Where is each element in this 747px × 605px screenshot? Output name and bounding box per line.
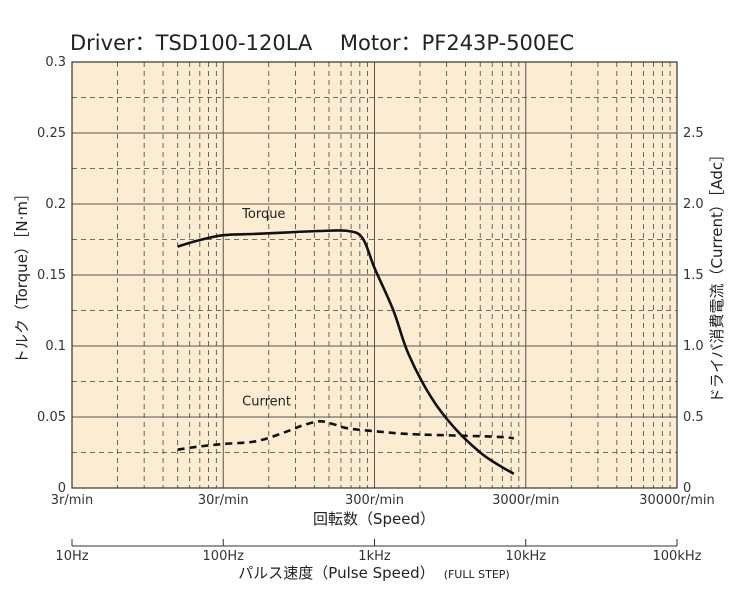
y-right-tick-label: 0.5 xyxy=(683,410,704,425)
x-tick-label: 30r/min xyxy=(198,493,249,508)
y-right-axis-label: ドライバ消費電流（Current）［Adc］ xyxy=(708,147,726,403)
y-left-tick-label: 0.15 xyxy=(37,268,66,283)
x-tick-label: 3000r/min xyxy=(492,493,559,508)
y-right-tick-label: 2.5 xyxy=(683,126,704,141)
pulse-axis-label-main: パルス速度（Pulse Speed） xyxy=(238,564,434,582)
pulse-axis-tick-label: 100Hz xyxy=(203,549,245,564)
y-left-tick-label: 0 xyxy=(58,481,66,496)
y-left-tick-label: 0.2 xyxy=(45,197,66,212)
pulse-axis-tick-label: 1kHz xyxy=(358,549,391,564)
x-tick-label: 300r/min xyxy=(345,493,404,508)
y-left-tick-labels: 0 0.05 0.1 0.15 0.2 0.25 0.3 xyxy=(37,55,66,496)
chart-title: Driver：TSD100-120LA Motor：PF243P-500EC xyxy=(70,31,574,55)
y-left-tick-label: 0.3 xyxy=(45,55,66,70)
y-right-tick-label: 0 xyxy=(683,481,691,496)
y-right-tick-label: 2.0 xyxy=(683,197,704,212)
series-line-current xyxy=(177,419,514,451)
y-left-tick-label: 0.1 xyxy=(45,339,66,354)
y-left-tick-label: 0.25 xyxy=(37,126,66,141)
pulse-axis-ticks: 10Hz 100Hz 1kHz 10kHz 100kHz xyxy=(55,539,702,564)
series-labels: Torque Current xyxy=(241,207,291,410)
series-label-torque: Torque xyxy=(241,207,285,222)
x-axis-label: 回転数（Speed） xyxy=(313,510,435,528)
y-right-tick-label: 1.5 xyxy=(683,268,704,283)
curves xyxy=(177,229,515,475)
x-tick-label: 3r/min xyxy=(51,493,94,508)
x-tick-label: 30000r/min xyxy=(639,493,715,508)
pulse-speed-axis: 10Hz 100Hz 1kHz 10kHz 100kHz パルス速度（Pulse Spe… xyxy=(55,539,702,582)
plot-frame xyxy=(71,61,678,489)
x-tick-labels: 3r/min 30r/min 300r/min 3000r/min 30000r/min xyxy=(51,493,715,508)
series-label-current: Current xyxy=(242,395,291,410)
pulse-axis-tick-label: 100kHz xyxy=(653,549,702,564)
y-right-tick-labels: 0 0.5 1.0 1.5 2.0 2.5 xyxy=(683,126,704,496)
y-right-tick-label: 1.0 xyxy=(683,339,704,354)
y-left-tick-label: 0.05 xyxy=(37,410,66,425)
y-left-axis-label: トルク（Torque）［N·m］ xyxy=(13,186,31,364)
plot-grid xyxy=(71,62,678,488)
series-line-torque xyxy=(177,229,515,475)
pulse-axis-label: パルス速度（Pulse Speed） (FULL STEP) xyxy=(238,563,509,582)
pulse-axis-label-sub: (FULL STEP) xyxy=(444,568,510,581)
pulse-axis-tick-label: 10kHz xyxy=(505,549,546,564)
pulse-axis-tick-label: 10Hz xyxy=(55,549,88,564)
